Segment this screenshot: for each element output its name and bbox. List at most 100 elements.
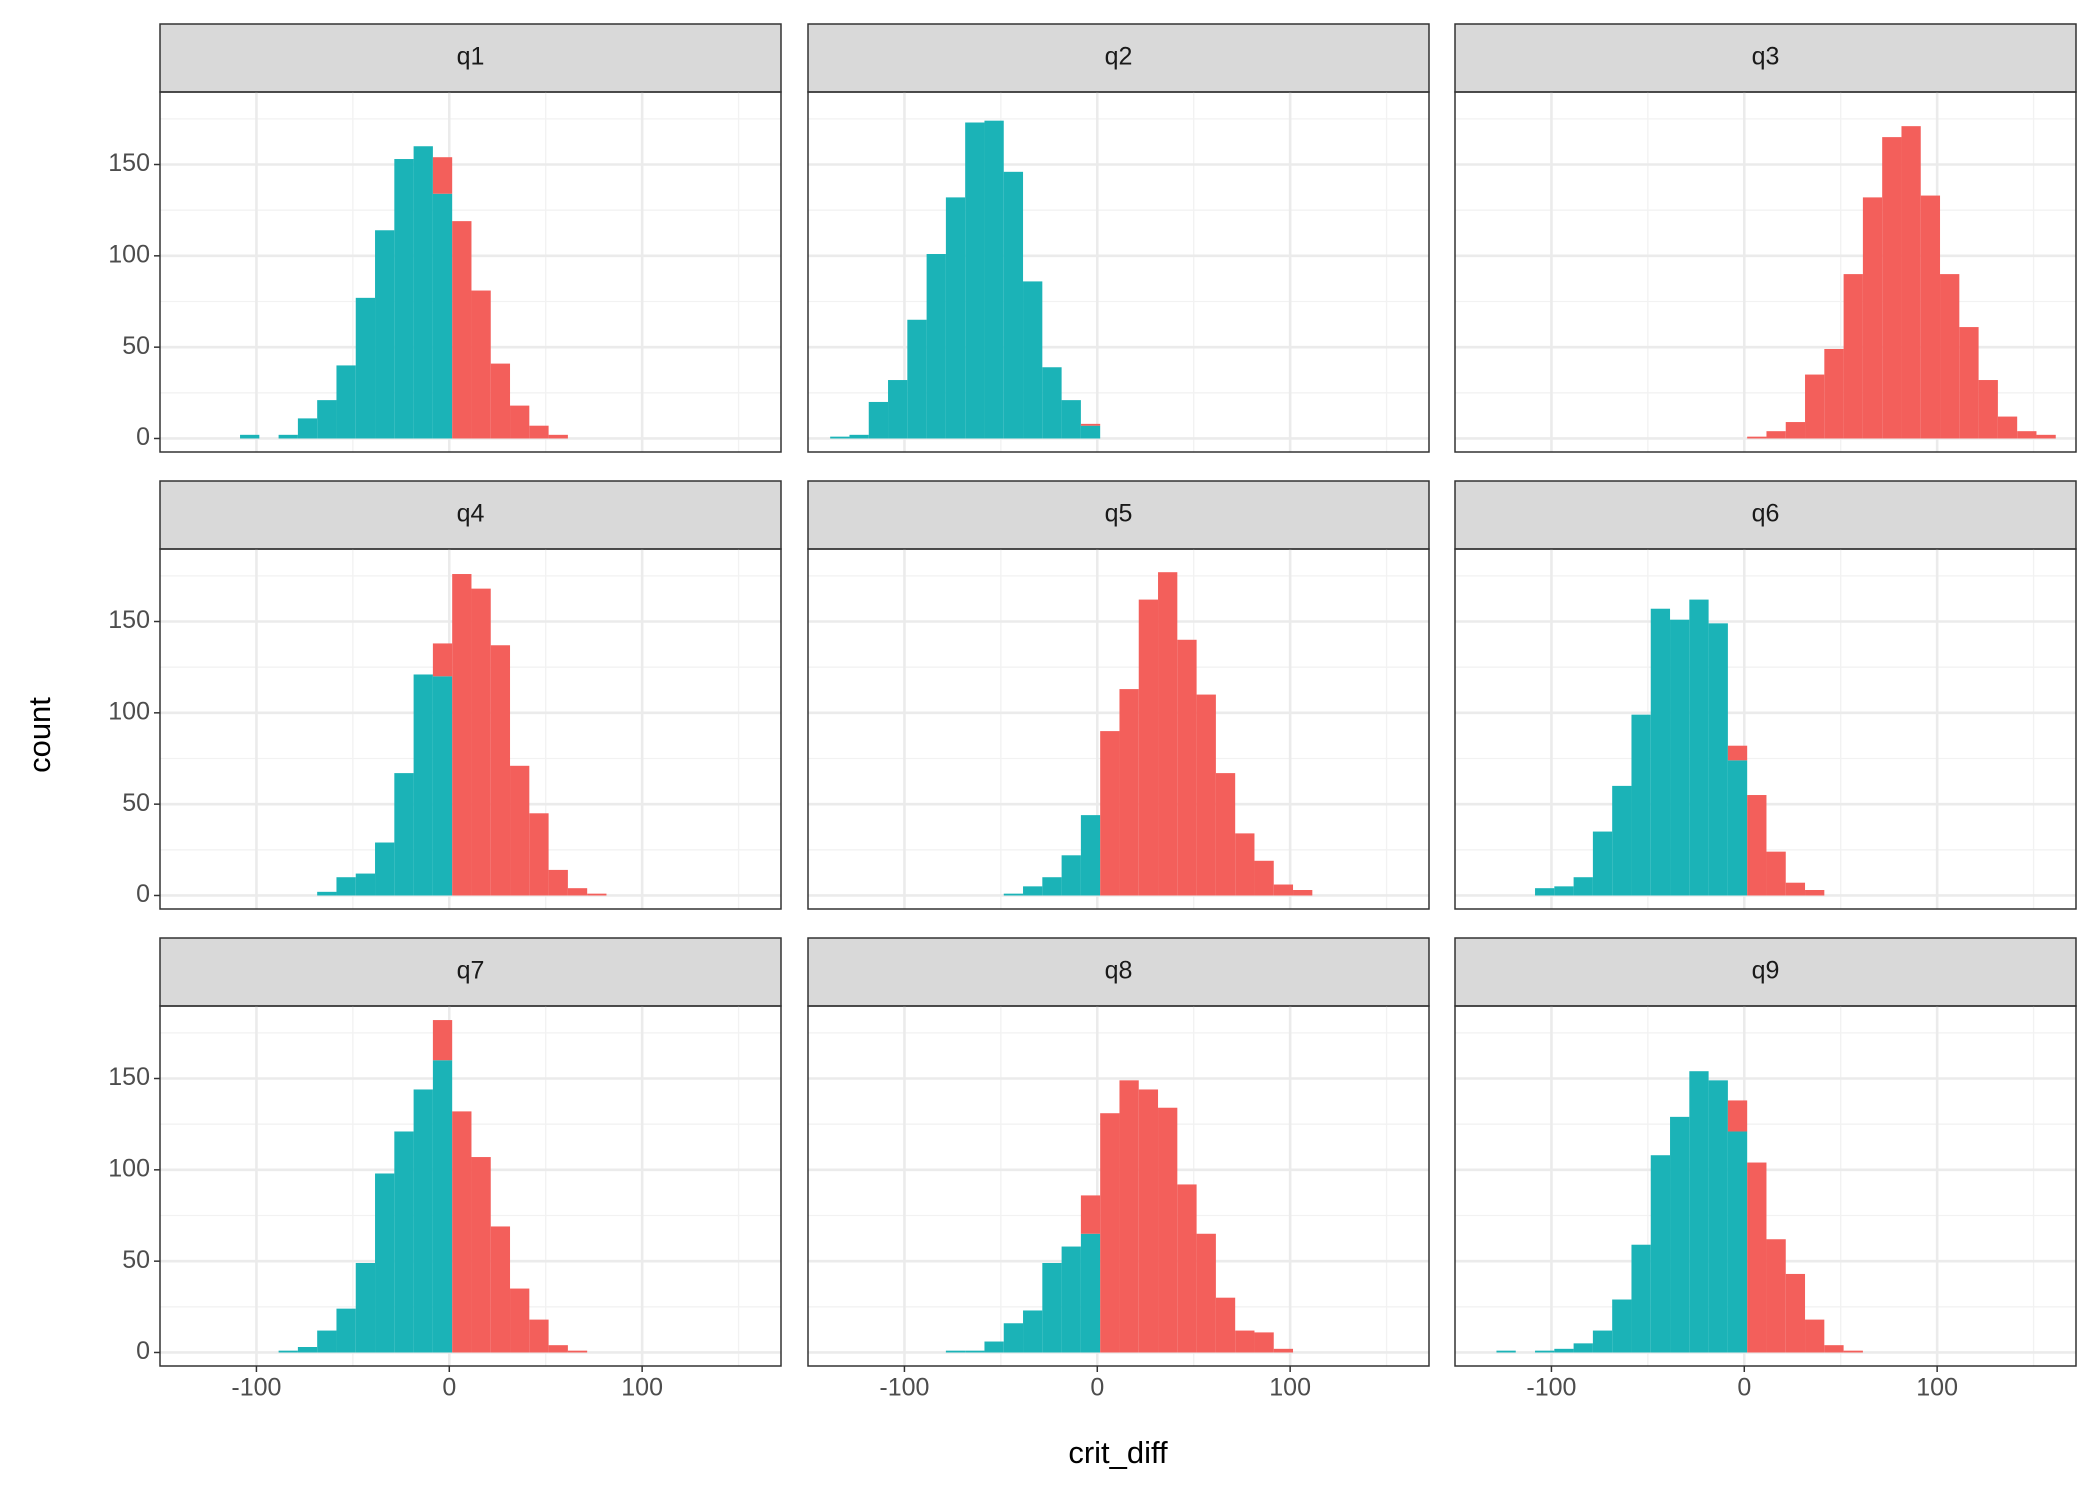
histogram-bar <box>1843 274 1863 439</box>
histogram-bar <box>1862 197 1883 439</box>
histogram-bar <box>336 877 356 896</box>
histogram-bar <box>1612 1299 1632 1353</box>
histogram-bar <box>1631 714 1651 896</box>
histogram-bar <box>1689 599 1709 896</box>
histogram-bar <box>510 765 530 896</box>
histogram-bar <box>567 888 588 896</box>
histogram-bar <box>849 434 869 439</box>
histogram-bar <box>471 290 491 439</box>
histogram-bar <box>1042 367 1062 439</box>
histogram-bar <box>1573 877 1593 896</box>
histogram-bar <box>1100 731 1120 896</box>
histogram-bar <box>1785 422 1806 439</box>
histogram-bar <box>432 1060 453 1353</box>
histogram-bar <box>945 1350 966 1353</box>
histogram-bar <box>529 813 549 896</box>
strip <box>159 480 782 550</box>
y-tick-label: 50 <box>122 1246 150 1274</box>
panel-border <box>1454 91 2077 453</box>
histogram-bar <box>413 146 433 439</box>
histogram-bar <box>1727 745 1748 761</box>
histogram-bar <box>297 418 318 439</box>
histogram-bar <box>490 1226 511 1353</box>
panel-border <box>159 548 782 910</box>
histogram-bar <box>907 319 927 439</box>
histogram-bar <box>1119 1080 1139 1353</box>
histogram-bar <box>1496 1350 1516 1353</box>
histogram-bar <box>510 405 530 439</box>
y-tick-label: 150 <box>108 1063 150 1091</box>
histogram-bar <box>1293 890 1313 896</box>
x-tick-label: -100 <box>1526 1374 1576 1402</box>
histogram-bar <box>1727 1131 1748 1353</box>
histogram-bar <box>1254 1332 1274 1353</box>
x-tick-label: 0 <box>1737 1374 1751 1402</box>
histogram-bar <box>1785 882 1806 896</box>
y-tick-label: 100 <box>108 697 150 725</box>
histogram-bar <box>1727 1100 1748 1132</box>
histogram-bar <box>1940 274 1960 439</box>
histogram-bar <box>432 1020 453 1061</box>
histogram-bar <box>1901 126 1921 439</box>
y-tick-label: 50 <box>122 789 150 817</box>
x-tick-label: -100 <box>231 1374 281 1402</box>
histogram-bar <box>1824 1345 1844 1353</box>
x-tick-label: 0 <box>442 1374 456 1402</box>
histogram-bar <box>1747 436 1767 439</box>
histogram-bar <box>490 363 511 439</box>
histogram-bar <box>1100 1113 1120 1353</box>
histogram-bar <box>926 254 946 439</box>
histogram-bar <box>1023 1310 1043 1353</box>
histogram-bar <box>1042 1262 1062 1353</box>
y-tick-label: 150 <box>108 606 150 634</box>
histogram-bar <box>1273 1348 1294 1353</box>
histogram-bar <box>1061 855 1081 896</box>
histogram-bar <box>452 221 472 439</box>
x-tick-label: 100 <box>1916 1374 1958 1402</box>
histogram-bar <box>336 365 356 439</box>
histogram-bar <box>452 1111 472 1353</box>
histogram-bar <box>297 1347 318 1353</box>
histogram-bar <box>1119 689 1139 896</box>
histogram-bar <box>375 230 395 439</box>
histogram-bar <box>1061 400 1081 439</box>
strip <box>159 23 782 93</box>
histogram-bar <box>548 434 568 439</box>
histogram-bar <box>529 1319 549 1353</box>
panel-border <box>807 91 1430 453</box>
histogram-bar <box>1080 423 1101 426</box>
histogram-bar <box>984 1341 1004 1353</box>
histogram-bar <box>1554 1348 1574 1353</box>
histogram-bar <box>1196 1233 1216 1353</box>
histogram-bar <box>1747 1162 1767 1353</box>
strip-label: q3 <box>1752 43 1780 71</box>
histogram-bar <box>490 645 511 896</box>
histogram-bar <box>278 1350 298 1353</box>
histogram-bar <box>1650 1155 1671 1353</box>
histogram-bar <box>1023 886 1043 896</box>
histogram-bar <box>471 1157 491 1353</box>
histogram-bar <box>1215 773 1236 896</box>
strip-label: q6 <box>1752 500 1780 528</box>
histogram-bar <box>1612 785 1632 896</box>
histogram-bar <box>1785 1273 1806 1353</box>
histogram-bar <box>452 574 472 896</box>
panel-border <box>1454 1005 2077 1367</box>
y-tick-label: 100 <box>108 240 150 268</box>
panel-border <box>807 1005 1430 1367</box>
histogram-bar <box>375 842 395 896</box>
histogram-bar <box>355 297 376 439</box>
histogram-bar <box>548 1345 568 1353</box>
strip-label: q9 <box>1752 957 1780 985</box>
histogram-bar <box>1554 886 1574 896</box>
histogram-bar <box>1003 1323 1024 1353</box>
histogram-bar <box>587 893 607 896</box>
histogram-bar <box>965 122 985 439</box>
y-tick-label: 0 <box>136 880 150 908</box>
histogram-bar <box>1766 1239 1786 1353</box>
strip-label: q2 <box>1105 43 1133 71</box>
panel-border <box>1454 548 2077 910</box>
histogram-bar <box>1592 831 1613 896</box>
histogram-bar <box>1023 281 1043 439</box>
histogram-bar <box>1080 1233 1101 1353</box>
